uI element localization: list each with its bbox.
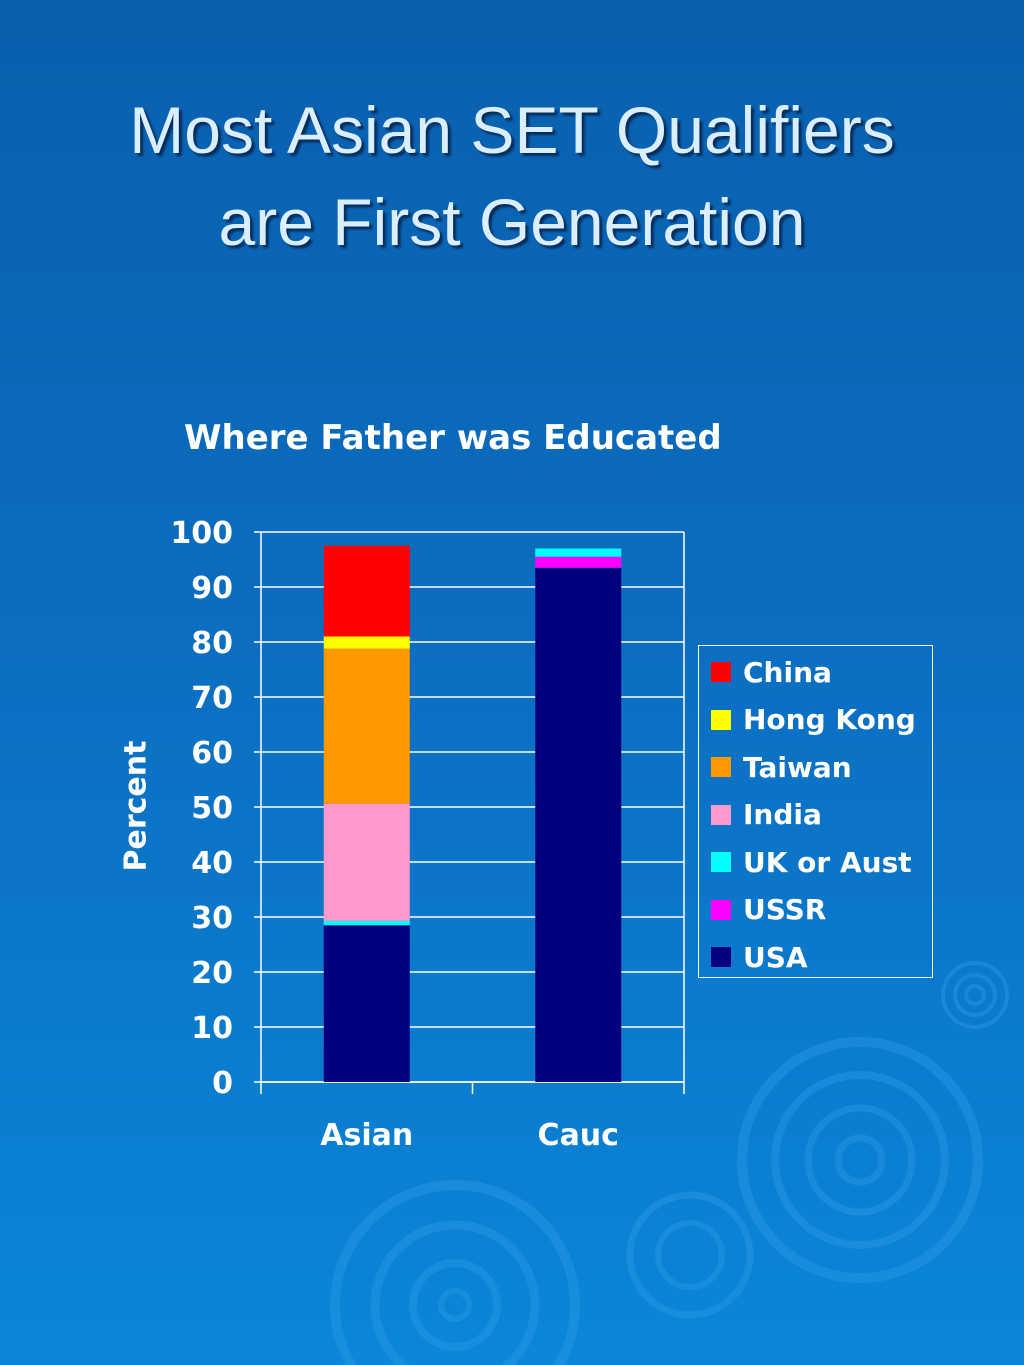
legend-item: USSR	[711, 890, 826, 930]
y-tick-label: 0	[212, 1066, 233, 1101]
y-tick-label: 20	[191, 956, 233, 991]
slide-title-line-2: are First Generation	[218, 185, 806, 259]
legend-label: China	[743, 655, 832, 689]
legend-swatch	[711, 662, 731, 682]
bar-segment	[323, 545, 410, 637]
slide-title-line-1: Most Asian SET Qualifiers	[129, 93, 895, 167]
legend-swatch	[711, 947, 731, 967]
legend-label: Hong Kong	[743, 703, 916, 736]
bar-segment	[535, 556, 622, 568]
slide-title: Most Asian SET Qualifiers are First Gene…	[0, 84, 1024, 268]
y-tick-label: 90	[191, 571, 233, 606]
y-tick-label: 50	[191, 791, 233, 826]
y-tick-label: 100	[170, 516, 233, 551]
bar-segment	[535, 567, 622, 1082]
y-tick-label: 80	[191, 626, 233, 661]
legend-swatch	[711, 804, 731, 825]
legend-item: Taiwan	[711, 747, 852, 787]
bar-segment	[323, 636, 410, 649]
chart-legend: China Hong Kong Taiwan India UK or Aust USSR U…	[698, 645, 933, 978]
legend-label: USSR	[743, 893, 827, 926]
legend-label: UK or Aust	[743, 845, 912, 879]
y-tick-label: 60	[191, 736, 233, 771]
legend-item: Hong Kong	[711, 700, 916, 740]
y-tick-label: 30	[191, 901, 233, 936]
legend-label: Taiwan	[743, 750, 852, 784]
legend-item: China	[711, 652, 832, 692]
x-tick-label: Cauc	[538, 1118, 619, 1153]
bar-segment	[323, 648, 410, 804]
legend-swatch	[711, 757, 731, 777]
legend-item: UK or Aust	[711, 842, 912, 882]
bar-segment	[323, 920, 410, 926]
y-tick-label: 40	[191, 846, 233, 881]
legend-swatch	[711, 852, 731, 872]
bar-segment	[323, 925, 410, 1082]
legend-label: USA	[743, 940, 808, 974]
x-tick-label: Asian	[320, 1118, 413, 1153]
legend-swatch	[711, 899, 731, 920]
bar-segment	[535, 548, 622, 557]
chart-title: Where Father was Educated	[184, 418, 722, 458]
legend-item: India	[711, 795, 822, 835]
legend-swatch	[711, 709, 731, 730]
y-tick-label: 10	[191, 1011, 233, 1046]
legend-label: India	[743, 798, 822, 831]
bar-segment	[323, 803, 410, 921]
y-tick-label: 70	[191, 681, 233, 716]
legend-item: USA	[711, 937, 808, 977]
